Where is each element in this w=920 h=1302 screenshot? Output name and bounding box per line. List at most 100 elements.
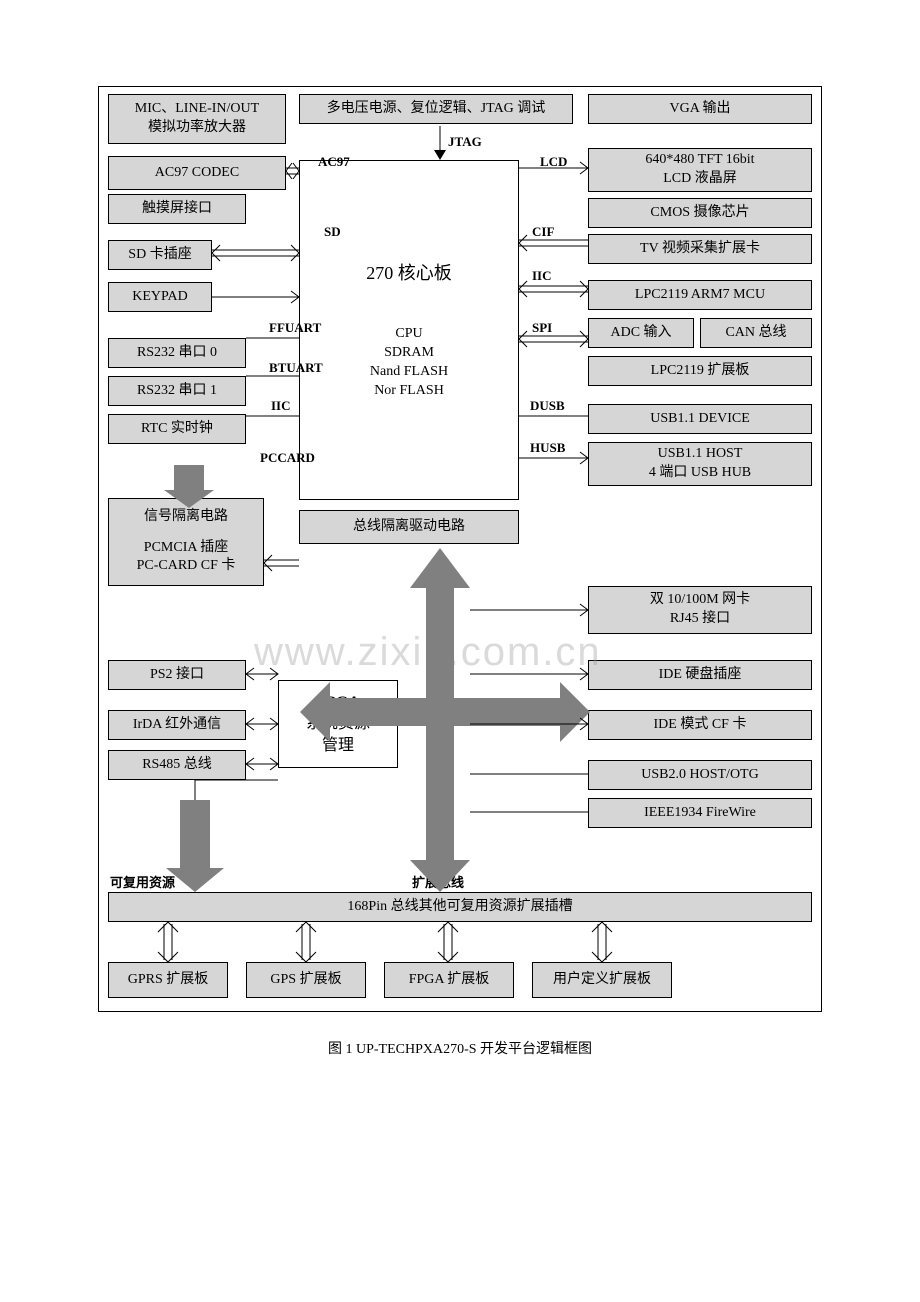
block-can: CAN 总线 (700, 318, 812, 348)
lbl-iic-r: IIC (532, 268, 552, 284)
block-mic-line: MIC、LINE-IN/OUT 模拟功率放大器 (108, 94, 286, 144)
block-168pin-slot: 168Pin 总线其他可复用资源扩展插槽 (108, 892, 812, 922)
cmos-text: CMOS 摄像芯片 (650, 204, 749, 223)
core-cpu: CPU (395, 325, 422, 344)
usb11h-l2: 4 端口 USB HUB (649, 464, 751, 483)
fpga-l2: 系统资源 (306, 713, 370, 735)
can-text: CAN 总线 (725, 324, 786, 343)
ac97-text: AC97 CODEC (155, 164, 239, 183)
block-fpga: FPGA 系统资源 管理 (278, 680, 398, 768)
block-signal-iso: 信号隔离电路 PCMCIA 插座 PC-CARD CF 卡 (108, 498, 264, 586)
rtc-text: RTC 实时钟 (141, 420, 213, 439)
usb20-text: USB2.0 HOST/OTG (641, 766, 758, 785)
lpcext-text: LPC2119 扩展板 (651, 362, 750, 381)
core-sdram: SDRAM (384, 344, 434, 363)
lbl-dusb: DUSB (530, 398, 565, 414)
block-gprs: GPRS 扩展板 (108, 962, 228, 998)
lbl-pccard: PCCARD (260, 450, 315, 466)
block-ide: IDE 硬盘插座 (588, 660, 812, 690)
core-title: 270 核心板 (366, 261, 452, 285)
rs485-text: RS485 总线 (142, 756, 212, 775)
block-rs232-0: RS232 串口 0 (108, 338, 246, 368)
siso-l1: 信号隔离电路 (144, 508, 228, 527)
block-adc: ADC 输入 (588, 318, 694, 348)
block-power-jtag: 多电压电源、复位逻辑、JTAG 调试 (299, 94, 573, 124)
block-lpc-ext: LPC2119 扩展板 (588, 356, 812, 386)
block-vga: VGA 输出 (588, 94, 812, 124)
slot168-text: 168Pin 总线其他可复用资源扩展插槽 (347, 898, 572, 917)
block-ieee: IEEE1934 FireWire (588, 798, 812, 828)
block-lpc-mcu: LPC2119 ARM7 MCU (588, 280, 812, 310)
mic-line-l1: MIC、LINE-IN/OUT (135, 100, 259, 119)
siso-l3: PC-CARD CF 卡 (137, 557, 236, 576)
lcd-l1: 640*480 TFT 16bit (645, 151, 754, 170)
busiso-text: 总线隔离驱动电路 (353, 518, 465, 537)
gprs-text: GPRS 扩展板 (128, 971, 209, 990)
block-touch: 触摸屏接口 (108, 194, 246, 224)
lbl-sd: SD (324, 224, 341, 240)
block-ps2: PS2 接口 (108, 660, 246, 690)
block-tv: TV 视频采集扩展卡 (588, 234, 812, 264)
siso-l2: PCMCIA 插座 (144, 539, 228, 558)
rs2321-text: RS232 串口 1 (137, 382, 217, 401)
lbl-husb: HUSB (530, 440, 565, 456)
lbl-jtag: JTAG (448, 134, 482, 150)
adc-text: ADC 输入 (610, 324, 671, 343)
vga-text: VGA 输出 (669, 100, 730, 119)
block-gps: GPS 扩展板 (246, 962, 366, 998)
block-usb11h: USB1.1 HOST 4 端口 USB HUB (588, 442, 812, 486)
lbl-ffuart: FFUART (269, 320, 321, 336)
idecf-text: IDE 模式 CF 卡 (654, 716, 747, 735)
block-sd: SD 卡插座 (108, 240, 212, 270)
sd-text: SD 卡插座 (128, 246, 191, 265)
block-idecf: IDE 模式 CF 卡 (588, 710, 812, 740)
block-rs232-1: RS232 串口 1 (108, 376, 246, 406)
block-net: 双 10/100M 网卡 RJ45 接口 (588, 586, 812, 634)
block-keypad: KEYPAD (108, 282, 212, 312)
power-jtag-text: 多电压电源、复位逻辑、JTAG 调试 (327, 100, 546, 119)
gps-text: GPS 扩展板 (270, 971, 341, 990)
touch-text: 触摸屏接口 (142, 200, 212, 219)
fpga-l3: 管理 (322, 735, 354, 757)
rs2320-text: RS232 串口 0 (137, 344, 217, 363)
block-cmos: CMOS 摄像芯片 (588, 198, 812, 228)
lpcmcu-text: LPC2119 ARM7 MCU (635, 286, 765, 305)
core-nand: Nand FLASH (370, 363, 448, 382)
tv-text: TV 视频采集扩展卡 (640, 240, 760, 259)
block-fpga-ext: FPGA 扩展板 (384, 962, 514, 998)
mic-line-l2: 模拟功率放大器 (148, 119, 246, 138)
ide-text: IDE 硬盘插座 (659, 666, 742, 685)
net-l2: RJ45 接口 (670, 610, 730, 629)
usb11d-text: USB1.1 DEVICE (650, 410, 750, 429)
block-user-ext: 用户定义扩展板 (532, 962, 672, 998)
lbl-spi: SPI (532, 320, 552, 336)
figure-caption: 图 1 UP-TECHPXA270-S 开发平台逻辑框图 (0, 1038, 920, 1058)
lbl-btuart: BTUART (269, 360, 323, 376)
ps2-text: PS2 接口 (150, 666, 204, 685)
lbl-extbus: 扩展总线 (412, 872, 464, 891)
usb11h-l1: USB1.1 HOST (658, 445, 743, 464)
lcd-l2: LCD 液晶屏 (663, 170, 737, 189)
userext-text: 用户定义扩展板 (553, 971, 651, 990)
block-rtc: RTC 实时钟 (108, 414, 246, 444)
lbl-reusable: 可复用资源 (110, 872, 175, 891)
core-board: 270 核心板 CPU SDRAM Nand FLASH Nor FLASH (299, 160, 519, 500)
block-usb20: USB2.0 HOST/OTG (588, 760, 812, 790)
irda-text: IrDA 红外通信 (133, 716, 221, 735)
net-l1: 双 10/100M 网卡 (650, 591, 750, 610)
ieee-text: IEEE1934 FireWire (644, 804, 756, 823)
block-lcd: 640*480 TFT 16bit LCD 液晶屏 (588, 148, 812, 192)
lbl-ac97: AC97 (318, 154, 350, 170)
fpga-l1: FPGA (316, 692, 360, 714)
block-usb11d: USB1.1 DEVICE (588, 404, 812, 434)
block-irda: IrDA 红外通信 (108, 710, 246, 740)
block-ac97: AC97 CODEC (108, 156, 286, 190)
lbl-lcd: LCD (540, 154, 567, 170)
core-nor: Nor FLASH (374, 382, 444, 401)
block-bus-isolation: 总线隔离驱动电路 (299, 510, 519, 544)
lbl-iic-l: IIC (271, 398, 291, 414)
lbl-cif: CIF (532, 224, 554, 240)
keypad-text: KEYPAD (132, 288, 188, 307)
block-rs485: RS485 总线 (108, 750, 246, 780)
fpgaext-text: FPGA 扩展板 (409, 971, 490, 990)
